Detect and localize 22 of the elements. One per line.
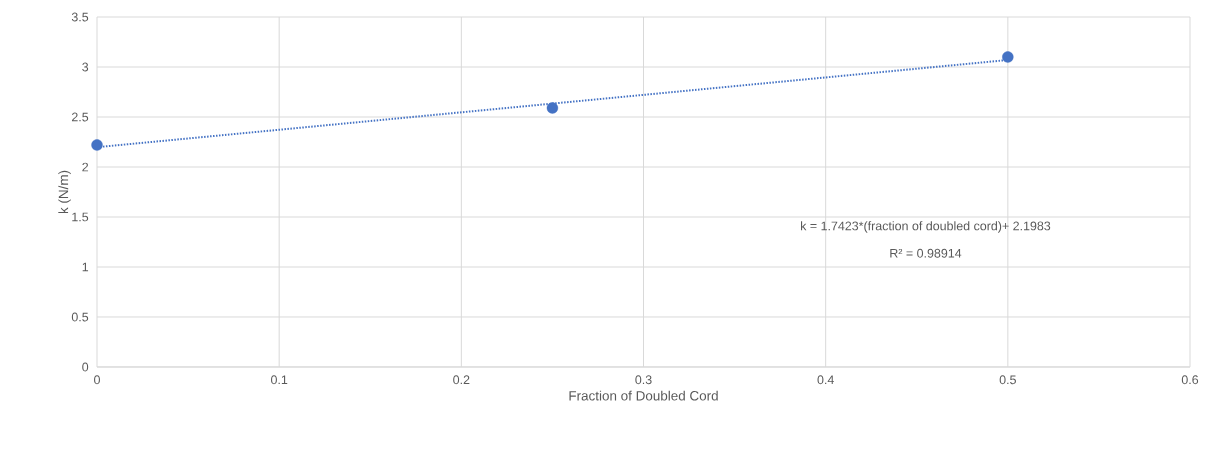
x-tick-label: 0.2 (453, 375, 470, 385)
x-tick-label: 0.3 (635, 375, 652, 385)
x-axis-title: Fraction of Doubled Cord (569, 390, 718, 401)
annotation: R² = 0.98914 (890, 248, 962, 258)
y-tick-label: 1.5 (72, 212, 89, 222)
y-tick-label: 3 (82, 62, 89, 72)
y-tick-label: 0 (82, 362, 89, 372)
y-tick-label: 2 (82, 162, 89, 172)
point (546, 102, 559, 114)
y-axis-title: k (N/m) (58, 170, 71, 214)
annotation: k = 1.7423*(fraction of doubled cord)+ 2.1983 (801, 221, 1051, 233)
x-tick-label: 0.5 (999, 375, 1016, 385)
point (1002, 51, 1014, 63)
y-tick-label: 0.5 (71, 312, 89, 322)
x-tick-label: 0.1 (271, 375, 288, 385)
y-tick-label: 2.5 (71, 112, 89, 122)
point (91, 139, 103, 151)
x-tick-label: 0.4 (817, 375, 834, 385)
x-tick-label: 0.6 (1181, 375, 1199, 385)
y-tick-label: 3.5 (71, 12, 89, 22)
x-tick-label: 0 (94, 375, 100, 385)
y-tick-label: 1 (82, 262, 89, 272)
